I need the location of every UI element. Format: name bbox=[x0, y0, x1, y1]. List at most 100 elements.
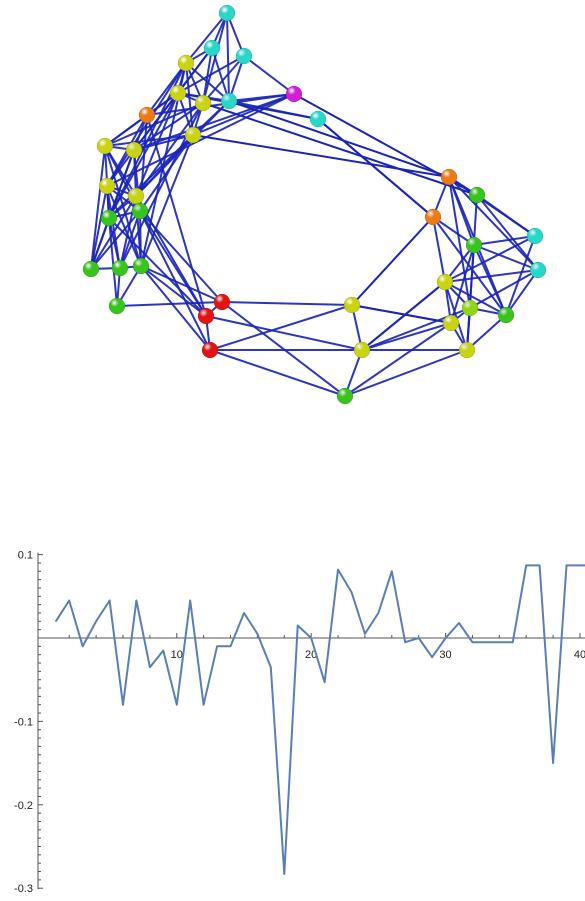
data-point bbox=[176, 704, 178, 706]
graph-edge bbox=[185, 12, 228, 64]
graph-edge bbox=[444, 281, 468, 351]
data-point bbox=[55, 620, 57, 622]
graph-node bbox=[131, 202, 149, 220]
graph-edge bbox=[476, 194, 536, 237]
graph-node bbox=[285, 85, 303, 103]
data-point bbox=[122, 704, 124, 706]
data-point bbox=[377, 612, 379, 614]
data-point bbox=[418, 637, 420, 639]
data-point bbox=[444, 637, 447, 639]
graph-node bbox=[497, 306, 515, 324]
graph-edge bbox=[108, 217, 118, 307]
graph-edge bbox=[344, 349, 468, 397]
graph-edge bbox=[140, 265, 211, 351]
x-tick-label: 20 bbox=[305, 649, 317, 661]
graph-edge bbox=[209, 349, 346, 397]
graph-node bbox=[184, 126, 202, 144]
graph-node bbox=[125, 141, 143, 159]
data-point bbox=[404, 641, 406, 643]
graph-edge bbox=[90, 210, 141, 270]
graph-edge bbox=[146, 93, 295, 116]
data-point bbox=[485, 641, 487, 643]
graph-nodes bbox=[82, 4, 547, 405]
data-point bbox=[135, 599, 138, 602]
graph-node bbox=[138, 106, 156, 124]
graph-node bbox=[98, 177, 116, 195]
data-point bbox=[297, 624, 299, 627]
graph-edge bbox=[361, 307, 471, 351]
graph-edge bbox=[351, 216, 434, 306]
graph-node bbox=[465, 236, 483, 254]
data-point bbox=[364, 633, 366, 635]
graph-edge bbox=[205, 315, 363, 351]
graph-node bbox=[353, 341, 371, 359]
graph-edge bbox=[505, 269, 539, 316]
graph-node bbox=[235, 47, 253, 65]
series-line bbox=[54, 564, 585, 875]
graph-edge bbox=[104, 114, 148, 147]
data-point bbox=[243, 612, 245, 614]
data-point bbox=[95, 620, 97, 622]
graph-edge bbox=[202, 102, 478, 196]
y-tick-label: -0.1 bbox=[14, 716, 33, 728]
graph-edge bbox=[243, 55, 295, 95]
graph-node bbox=[127, 187, 145, 205]
graph-node bbox=[220, 92, 238, 110]
data-point bbox=[579, 564, 581, 567]
graph-node bbox=[336, 387, 354, 405]
graph-edge bbox=[139, 210, 142, 267]
graph-edge bbox=[344, 349, 363, 397]
graph-node bbox=[194, 94, 212, 112]
data-point bbox=[391, 570, 393, 572]
chart-tick-labels: 0.1 -0.1 -0.2 -0.3 10 20 30 40 bbox=[14, 550, 585, 896]
data-point bbox=[216, 645, 218, 647]
data-point bbox=[337, 569, 339, 571]
graph-edge bbox=[444, 281, 507, 316]
graph-edge bbox=[473, 244, 507, 316]
graph-edge bbox=[139, 210, 223, 303]
graph-edge bbox=[133, 93, 295, 151]
graph-edge bbox=[351, 304, 452, 324]
graph-edge bbox=[119, 210, 141, 269]
graph-node bbox=[169, 84, 187, 102]
graph-edge bbox=[116, 301, 223, 307]
graph-edge bbox=[317, 118, 434, 218]
network-graph-3d bbox=[82, 4, 547, 405]
data-point bbox=[310, 637, 312, 639]
graph-node bbox=[529, 261, 547, 279]
data-point bbox=[431, 656, 433, 658]
graph-node bbox=[203, 39, 221, 57]
graph-node bbox=[213, 293, 231, 311]
graph-node bbox=[96, 137, 114, 155]
data-point bbox=[471, 641, 474, 643]
graph-node bbox=[111, 259, 129, 277]
graph-edge bbox=[444, 235, 536, 283]
graph-node bbox=[218, 4, 236, 22]
graph-edge bbox=[90, 195, 137, 270]
graph-edge bbox=[146, 114, 207, 317]
x-tick-label: 30 bbox=[439, 649, 451, 661]
graph-edge bbox=[221, 301, 353, 306]
graph-edge bbox=[361, 322, 452, 351]
data-point bbox=[552, 762, 554, 764]
data-point bbox=[512, 641, 514, 643]
graph-edge bbox=[106, 185, 142, 267]
graph-edge bbox=[466, 314, 507, 351]
data-point bbox=[82, 645, 84, 647]
graph-edge bbox=[90, 185, 108, 270]
y-tick-label: -0.2 bbox=[14, 800, 33, 812]
graph-node bbox=[82, 260, 100, 278]
graph-node bbox=[343, 296, 361, 314]
graph-node bbox=[436, 273, 454, 291]
graph-edge bbox=[211, 47, 230, 102]
x-tick-label: 10 bbox=[171, 649, 183, 661]
data-point bbox=[283, 873, 285, 875]
data-point bbox=[229, 645, 232, 647]
graph-edge bbox=[192, 134, 450, 178]
graph-node bbox=[442, 314, 460, 332]
data-point bbox=[256, 633, 258, 635]
graph-node bbox=[440, 168, 458, 186]
data-point bbox=[498, 641, 500, 643]
graph-edge bbox=[228, 100, 319, 120]
